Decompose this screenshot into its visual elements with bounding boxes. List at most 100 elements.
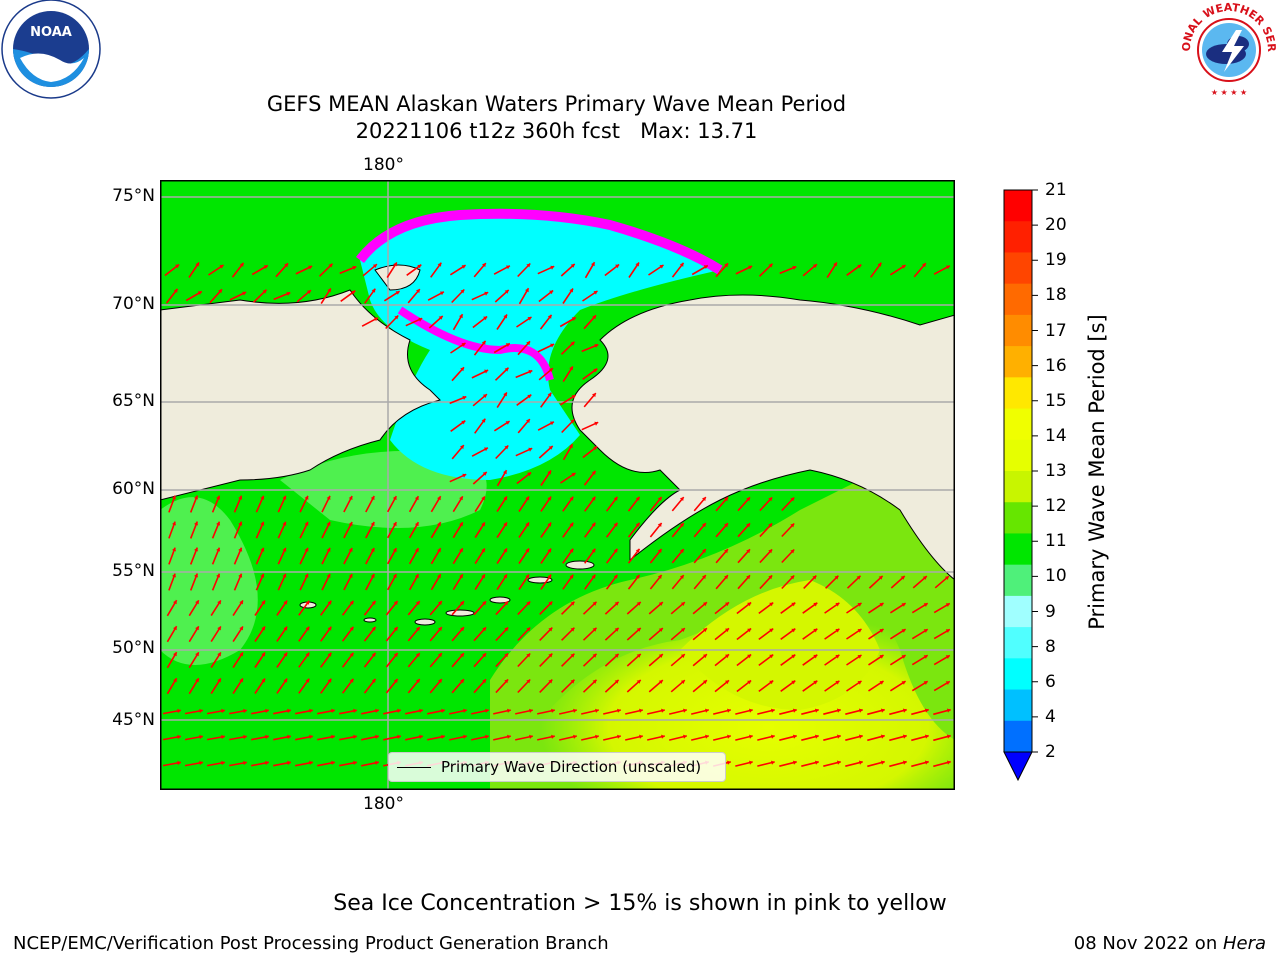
wave-arrow-head	[857, 681, 862, 685]
wave-arrow-head	[923, 603, 928, 607]
wave-arrow-head	[395, 291, 400, 295]
colorbar-segment	[1004, 595, 1032, 628]
wave-arrow-head	[305, 652, 310, 657]
wave-arrow-head	[261, 600, 265, 605]
wave-arrow-head	[594, 421, 599, 426]
wave-arrow-head	[547, 548, 552, 553]
wave-arrow-head	[901, 603, 906, 607]
wave-arrow-head	[529, 708, 533, 713]
colorbar-segment	[1004, 471, 1032, 503]
sea-ice-note: Sea Ice Concentration > 15% is shown in …	[333, 891, 947, 916]
wave-arrow-head	[331, 708, 335, 713]
wave-arrow-head	[416, 289, 420, 294]
wave-arrow-head	[260, 547, 265, 552]
wave-arrow-head	[727, 760, 731, 765]
wave-arrow-head	[265, 760, 269, 766]
wave-arrow-head	[569, 548, 574, 553]
wave-arrow-head	[790, 575, 795, 580]
wave-arrow-head	[199, 734, 203, 740]
wave-arrow-head	[636, 680, 641, 684]
wave-arrow-head	[770, 708, 775, 713]
wave-arrow-head	[526, 341, 530, 346]
wave-arrow-head	[304, 495, 309, 500]
wave-arrow-head	[657, 575, 662, 579]
wave-arrow-head	[548, 679, 553, 684]
wave-arrow-head	[592, 601, 597, 606]
footer-credit: NCEP/EMC/Verification Post Processing Pr…	[13, 933, 609, 954]
wave-arrow-head	[438, 627, 442, 632]
wave-arrow-head	[879, 629, 884, 633]
lat-label-75: 75°N	[112, 186, 155, 206]
wave-arrow-head	[813, 628, 818, 633]
wave-arrow-head	[923, 681, 928, 685]
wave-arrow-head	[306, 290, 311, 294]
wave-arrow-head	[813, 654, 818, 659]
wave-arrow-head	[438, 316, 443, 320]
wave-arrow-head	[879, 655, 884, 659]
wave-arrow-head	[327, 652, 332, 657]
wave-arrow-head	[593, 368, 598, 373]
wave-arrow-head	[287, 734, 291, 740]
wave-arrow-head	[484, 369, 489, 374]
colorbar-segment	[1004, 658, 1032, 691]
wave-arrow-head	[415, 679, 420, 683]
wave-arrow-head	[504, 367, 509, 372]
wave-arrow-head	[503, 392, 507, 397]
wave-arrow-head	[375, 734, 379, 739]
wave-arrow-head	[725, 680, 729, 685]
wave-arrow-head	[326, 521, 331, 526]
wave-arrow-head	[415, 627, 420, 631]
wave-arrow-head	[374, 317, 378, 322]
wave-arrow-head	[617, 708, 621, 713]
wave-arrow-head	[746, 549, 750, 554]
wave-arrow-head	[392, 574, 397, 579]
wave-arrow-head	[593, 446, 598, 451]
wave-arrow-head	[702, 497, 706, 502]
wave-arrow-head	[746, 497, 750, 502]
wave-arrow-head	[658, 680, 663, 684]
wave-arrow-head	[657, 523, 662, 527]
wave-arrow-head	[879, 681, 884, 685]
wave-arrow-head	[199, 708, 203, 714]
wave-arrow-head	[263, 265, 268, 269]
wave-arrow-head	[216, 573, 221, 578]
wave-arrow-head	[221, 760, 225, 766]
wave-arrow-head	[484, 447, 488, 452]
colorbar-segment	[1004, 689, 1032, 722]
wave-arrow-head	[705, 734, 709, 739]
wave-arrow-head	[481, 574, 485, 579]
wave-arrow-head	[569, 574, 574, 579]
wave-arrow-head	[283, 652, 288, 657]
wave-arrow-head	[547, 314, 552, 319]
noaa-logo: NOAA	[1, 0, 101, 99]
wave-arrow-head	[370, 574, 375, 578]
wave-arrow-head	[194, 521, 198, 526]
wave-arrow-head	[592, 627, 597, 632]
wave-arrow-head	[614, 653, 619, 658]
colorbar-segment	[1004, 190, 1032, 222]
wave-arrow-head	[242, 291, 247, 296]
wave-arrow-head	[438, 679, 442, 684]
wave-arrow-head	[349, 678, 354, 683]
wave-arrow-head	[615, 264, 620, 269]
wave-arrow-head	[635, 574, 640, 579]
wave-arrow-head	[835, 654, 840, 659]
wave-arrow-head	[304, 573, 309, 578]
wave-arrow-head	[460, 627, 464, 632]
wave-arrow-head	[946, 708, 951, 713]
map-border	[160, 180, 955, 790]
wave-arrow-head	[922, 576, 927, 580]
wave-arrow-head	[593, 291, 598, 295]
wave-arrow-head	[353, 734, 357, 739]
wave-arrow-head	[879, 603, 884, 607]
wave-arrow-head	[900, 576, 905, 580]
colorbar-segment	[1004, 564, 1032, 597]
wave-arrow-head	[375, 760, 379, 765]
wave-arrow-head	[459, 314, 463, 319]
wave-arrow-head	[194, 495, 198, 500]
wave-arrow-head	[177, 734, 181, 740]
wave-arrow-head	[526, 263, 531, 268]
wave-arrow-head	[503, 522, 507, 527]
wave-arrow-head	[199, 760, 203, 766]
wave-arrow-head	[768, 497, 773, 502]
